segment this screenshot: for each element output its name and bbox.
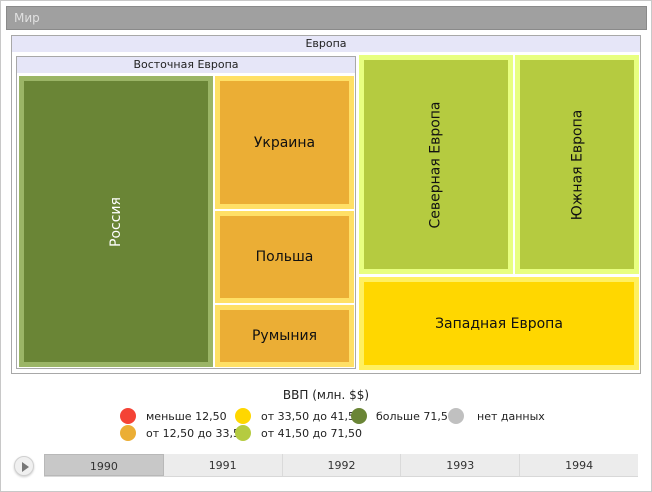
timeline-year-1991[interactable]: 1991 bbox=[164, 454, 283, 476]
group-header-europe[interactable]: Европа bbox=[12, 36, 640, 52]
tile-label: Россия bbox=[108, 196, 124, 247]
legend-swatch-icon bbox=[351, 408, 367, 424]
legend-swatch-icon bbox=[235, 408, 251, 424]
timeline-bar[interactable]: 1990 1991 1992 1993 1994 bbox=[44, 454, 638, 477]
play-button[interactable] bbox=[14, 456, 34, 476]
legend-item: от 33,50 до 41,50 bbox=[235, 408, 362, 424]
tile-romania[interactable]: Румыния bbox=[215, 305, 354, 367]
tile-northern-europe[interactable]: Северная Европа bbox=[359, 55, 513, 274]
timeline-year-1992[interactable]: 1992 bbox=[283, 454, 402, 476]
legend-title: ВВП (млн. $$) bbox=[282, 388, 370, 402]
legend-swatch-icon bbox=[120, 425, 136, 441]
tile-label: Западная Европа bbox=[435, 315, 563, 332]
group-header-eastern-europe[interactable]: Восточная Европа bbox=[17, 57, 355, 73]
tile-label: Украина bbox=[253, 134, 316, 151]
legend-swatch-icon bbox=[120, 408, 136, 424]
legend-item: от 41,50 до 71,50 bbox=[235, 425, 362, 441]
tile-poland[interactable]: Польша bbox=[215, 211, 354, 303]
legend-item: меньше 12,50 bbox=[120, 408, 227, 424]
legend-swatch-icon bbox=[235, 425, 251, 441]
tile-russia[interactable]: Россия bbox=[19, 76, 213, 367]
tile-label: Польша bbox=[255, 249, 314, 265]
tile-southern-europe[interactable]: Южная Европа bbox=[515, 55, 639, 274]
tile-label: Северная Европа bbox=[428, 100, 444, 229]
tile-ukraine[interactable]: Украина bbox=[215, 76, 354, 209]
timeline-year-1993[interactable]: 1993 bbox=[401, 454, 521, 476]
legend-swatch-icon bbox=[448, 408, 464, 424]
timeline-year-1990[interactable]: 1990 bbox=[44, 454, 164, 476]
legend-item: нет данных bbox=[448, 408, 545, 424]
tile-label: Южная Европа bbox=[569, 109, 585, 220]
legend-item: от 12,50 до 33,50 bbox=[120, 425, 247, 441]
breadcrumb-title[interactable]: Мир bbox=[6, 6, 647, 30]
timeline-year-1994[interactable]: 1994 bbox=[565, 459, 594, 472]
tile-western-europe[interactable]: Западная Европа bbox=[359, 277, 639, 370]
tile-label: Румыния bbox=[251, 328, 318, 344]
legend-item: больше 71,50 bbox=[351, 408, 455, 424]
